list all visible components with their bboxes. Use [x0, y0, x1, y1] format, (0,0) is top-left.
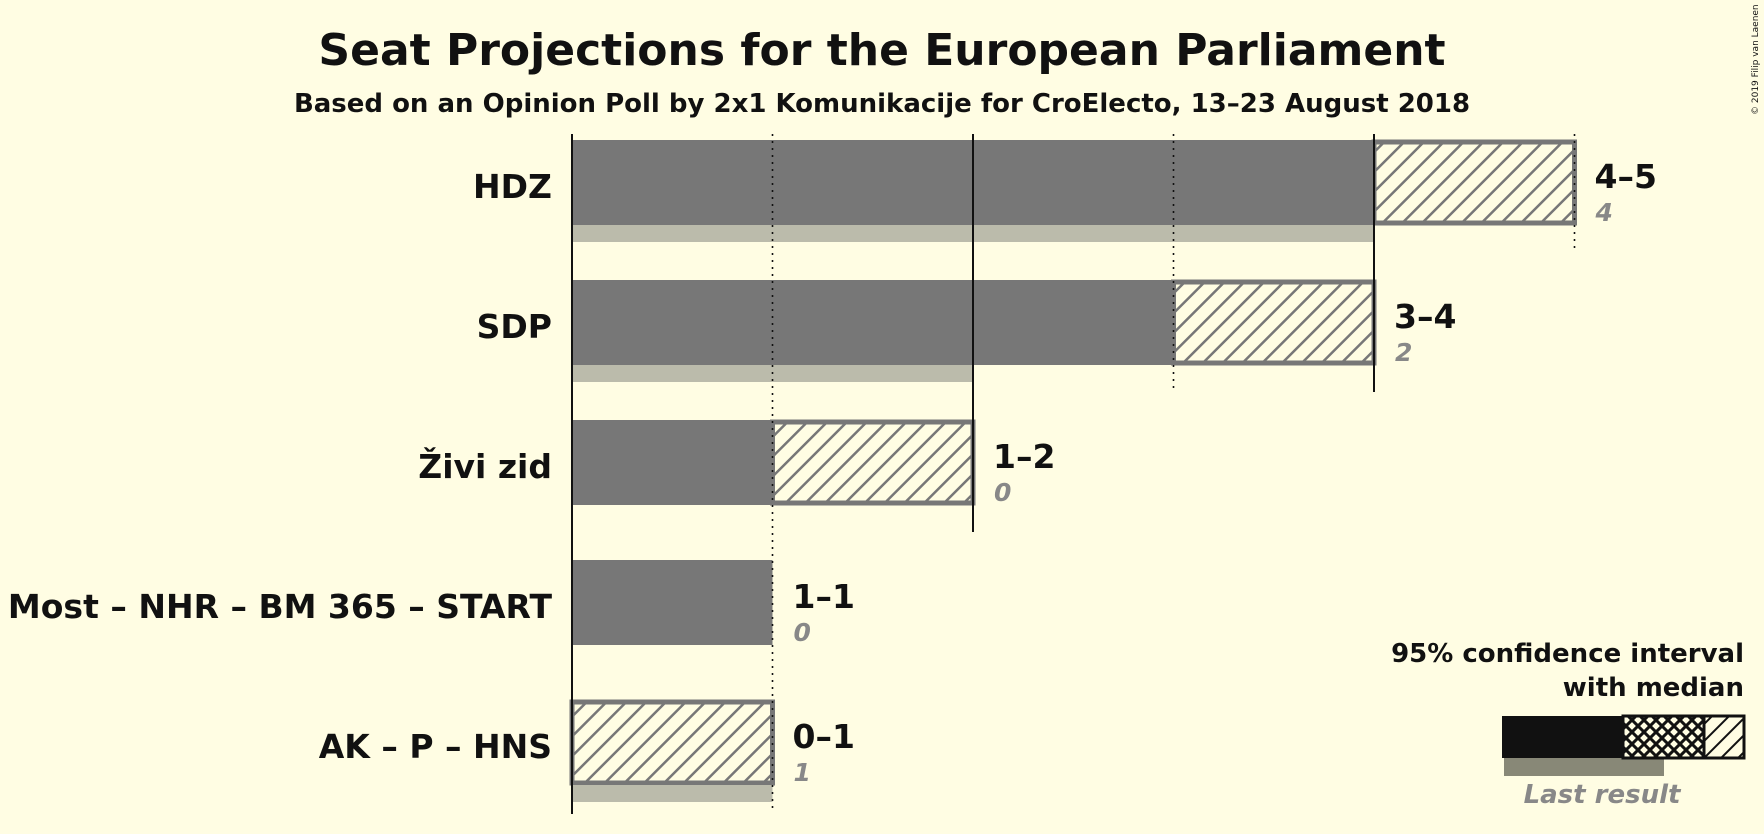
party-label: Most – NHR – BM 365 – START	[8, 587, 553, 626]
party-label: AK – P – HNS	[319, 727, 552, 766]
legend-hatch-bar	[1702, 714, 1746, 760]
legend-crosshatch-bar	[1621, 714, 1706, 760]
bar-solid	[572, 420, 773, 505]
last-result-label: 2	[1395, 338, 1412, 367]
party-label: Živi zid	[418, 446, 552, 486]
bar-interval-hatch	[770, 419, 976, 506]
legend-title-line1: 95% confidence interval	[1391, 639, 1744, 669]
range-label: 0–1	[793, 717, 855, 756]
party-label: HDZ	[473, 167, 552, 206]
legend: 95% confidence interval with median Last…	[1391, 639, 1746, 810]
legend-solid-bar	[1502, 716, 1623, 758]
bar-solid	[572, 280, 1174, 365]
bar-interval-hatch	[569, 699, 775, 786]
bar-last-result	[572, 785, 773, 802]
bar-interval-hatch	[1371, 139, 1577, 226]
range-label: 1–2	[993, 437, 1055, 476]
copyright-note: © 2019 Filip van Laenen	[1751, 4, 1761, 115]
bar-solid	[572, 560, 773, 645]
legend-last-result-label: Last result	[1524, 780, 1682, 810]
chart-title: Seat Projections for the European Parlia…	[318, 25, 1445, 76]
legend-last-result-bar	[1504, 756, 1664, 776]
range-label: 1–1	[793, 577, 855, 616]
last-result-label: 4	[1595, 198, 1613, 227]
chart-subtitle: Based on an Opinion Poll by 2x1 Komunika…	[294, 89, 1470, 119]
party-label: SDP	[477, 307, 552, 346]
range-label: 4–5	[1595, 157, 1657, 196]
last-result-label: 1	[794, 758, 811, 787]
last-result-label: 0	[794, 618, 811, 647]
range-label: 3–4	[1394, 297, 1456, 336]
legend-title-line2: with median	[1563, 673, 1744, 703]
last-result-label: 0	[994, 478, 1011, 507]
bar-interval-hatch	[1171, 279, 1377, 366]
